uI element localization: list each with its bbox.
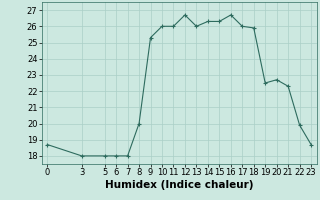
X-axis label: Humidex (Indice chaleur): Humidex (Indice chaleur) [105,180,253,190]
